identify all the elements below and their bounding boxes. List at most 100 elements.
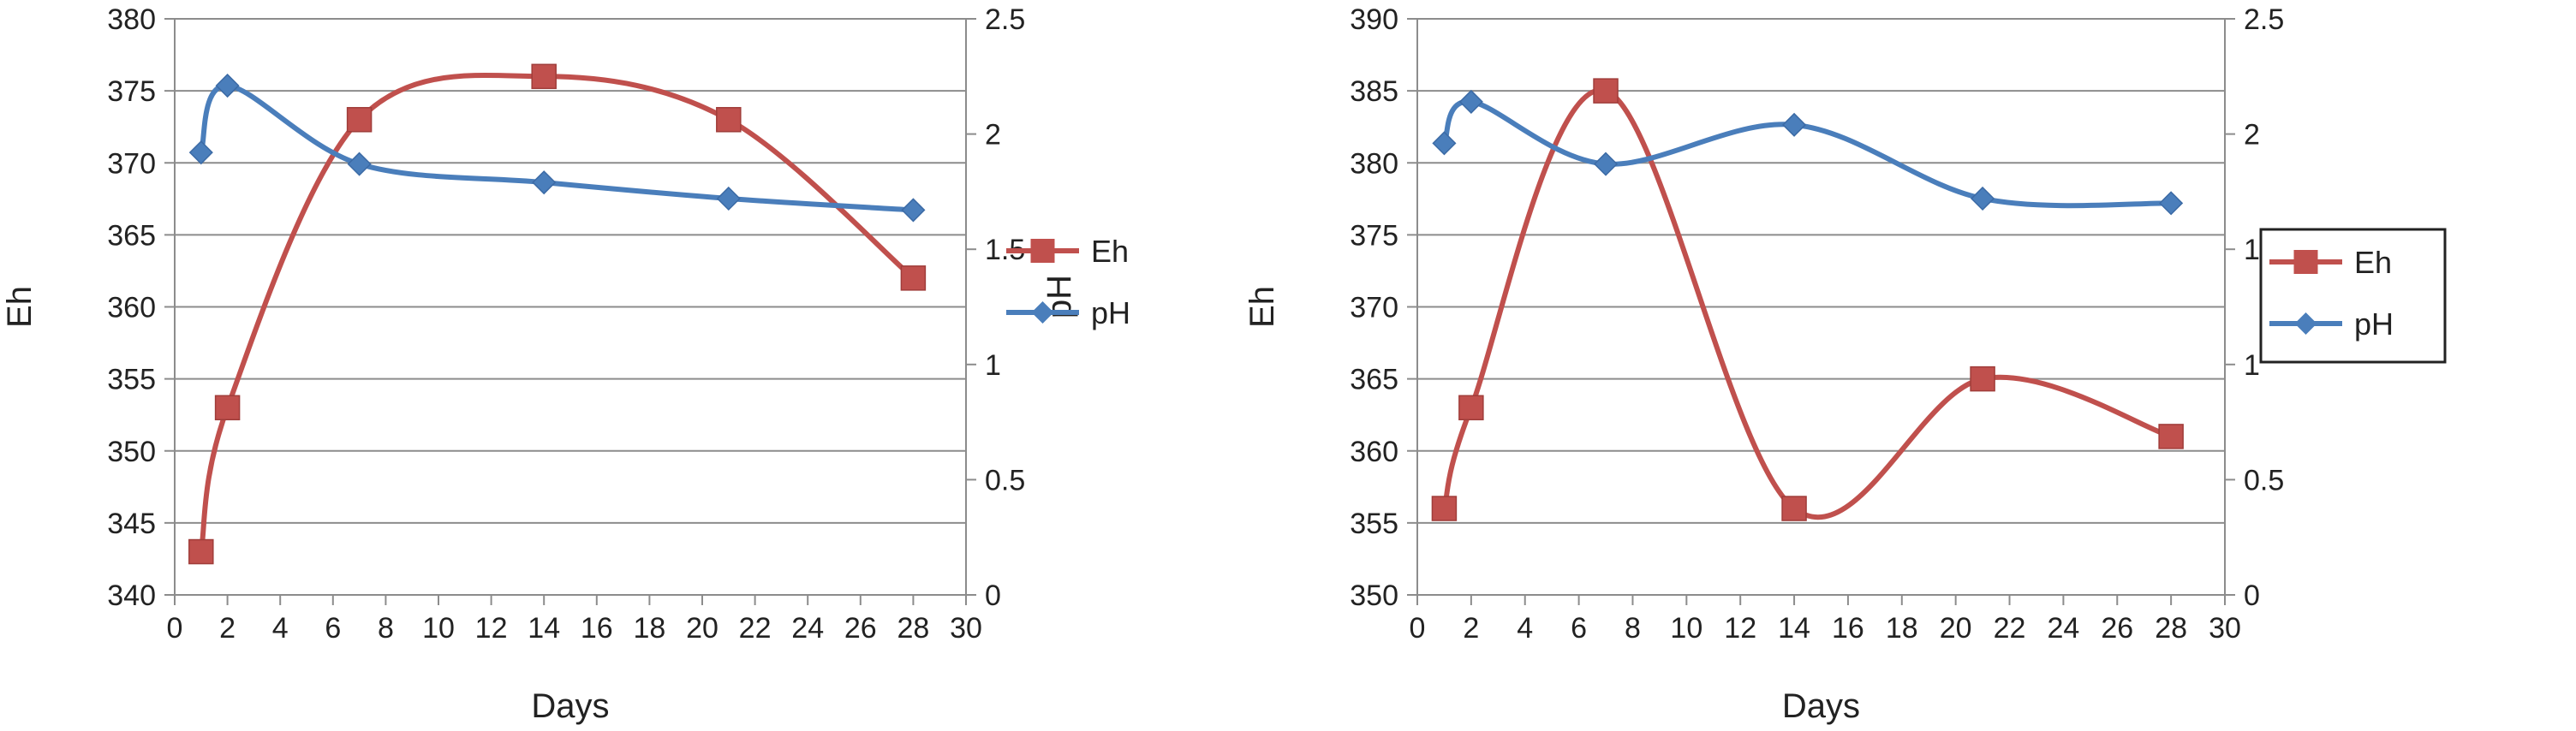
x-tick-label: 28 [2155,612,2187,645]
x-tick-label: 8 [378,612,394,645]
x-tick-label: 4 [1517,612,1533,645]
x-tick-label: 10 [1670,612,1702,645]
x-tick-label: 24 [791,612,824,645]
data-point-ph [532,170,557,195]
x-tick-label: 14 [528,612,560,645]
x-tick-label: 16 [1832,612,1864,645]
y-tick-label: 390 [1350,3,1398,36]
data-point-eh [1458,395,1484,421]
y-tick-label: 360 [107,292,156,324]
x-tick-label: 30 [2209,612,2241,645]
x-tick-label: 12 [475,612,508,645]
y-tick-label: 355 [107,364,156,396]
data-point-eh [531,63,557,90]
y2-tick-label: 0 [985,579,1001,612]
y-tick-label: 355 [1350,508,1398,540]
x-tick-label: 30 [950,612,982,645]
data-point-eh [214,395,241,421]
x-tick-label: 18 [1886,612,1918,645]
y2-tick-label: 2.5 [2244,3,2284,36]
y-axis-title: Eh [1,286,39,328]
data-point-ph [1593,152,1619,176]
legend-marker-ph [1031,301,1054,324]
y2-tick-label: 1 [2244,349,2260,382]
data-point-ph [1782,112,1807,137]
y-tick-label: 375 [107,75,156,108]
y-tick-label: 380 [1350,147,1398,180]
x-tick-label: 12 [1724,612,1756,645]
chart-left: 34034535035536036537037538000.511.522.50… [1,3,1130,725]
data-point-ph [1432,131,1457,156]
series-line-eh [198,73,916,555]
y-tick-label: 360 [1350,436,1398,468]
x-tick-label: 22 [739,612,772,645]
data-point-ph [347,152,372,176]
y-tick-label: 385 [1350,75,1398,108]
data-point-eh [188,538,214,565]
y2-tick-label: 2.5 [985,3,1025,36]
y2-tick-label: 1 [985,349,1001,382]
y-tick-label: 350 [1350,579,1398,612]
y-tick-label: 370 [107,147,156,180]
legend: Eh pH [1006,234,1130,330]
y-tick-label: 350 [107,436,156,468]
x-tick-label: 6 [1571,612,1587,645]
x-tick-label: 10 [422,612,455,645]
series-line-eh [1441,87,2174,520]
data-point-ph [1971,186,1995,211]
y2-tick-label: 2 [2244,119,2260,152]
data-point-ph [1458,89,1483,114]
x-tick-label: 18 [633,612,665,645]
x-axis-title: Days [1782,687,1860,725]
x-tick-label: 14 [1778,612,1810,645]
data-point-eh [2158,424,2184,449]
chart-right: 35035536036537037538038539000.511.522.50… [1243,3,2447,725]
data-point-ph [2159,191,2184,216]
legend-label-eh: Eh [1091,234,1129,269]
x-tick-label: 2 [219,612,236,645]
x-tick-label: 0 [167,612,183,645]
x-axis-title: Days [531,687,609,725]
y-tick-label: 375 [1350,219,1398,252]
x-tick-label: 26 [844,612,877,645]
legend-marker-eh [2293,250,2318,274]
x-tick-label: 4 [272,612,289,645]
x-tick-label: 6 [325,612,341,645]
y2-tick-label: 2 [985,119,1001,152]
x-tick-label: 0 [1410,612,1426,645]
data-point-ph [901,198,926,223]
y-tick-label: 370 [1350,292,1398,324]
x-tick-label: 8 [1625,612,1641,645]
x-tick-label: 20 [1940,612,1972,645]
y-tick-label: 340 [107,579,156,612]
data-point-ph [188,140,213,165]
data-point-eh [1593,78,1619,104]
x-tick-label: 24 [2047,612,2079,645]
data-point-eh [1781,496,1807,521]
y2-tick-label: 0.5 [2244,464,2284,496]
data-point-ph [716,186,741,211]
data-point-eh [716,107,742,133]
data-point-eh [346,107,373,133]
data-point-eh [1431,496,1458,521]
legend-marker-ph [2294,312,2317,335]
data-point-ph [215,74,240,98]
x-tick-label: 20 [686,612,719,645]
y-tick-label: 365 [1350,364,1398,396]
legend-frame [2259,228,2447,364]
legend-label-ph: pH [2354,306,2394,342]
x-tick-label: 28 [897,612,929,645]
series-line-ph [198,83,916,213]
y-tick-label: 345 [107,508,156,540]
y-axis-title: Eh [1243,286,1281,328]
x-tick-label: 16 [581,612,613,645]
x-tick-label: 2 [1463,612,1479,645]
x-tick-label: 26 [2101,612,2133,645]
data-point-eh [900,265,927,291]
legend-marker-eh [1030,239,1055,263]
data-point-eh [1970,366,1995,392]
legend-label-ph: pH [1091,295,1130,330]
y-tick-label: 365 [107,219,156,252]
legend-label-eh: Eh [2354,245,2392,280]
